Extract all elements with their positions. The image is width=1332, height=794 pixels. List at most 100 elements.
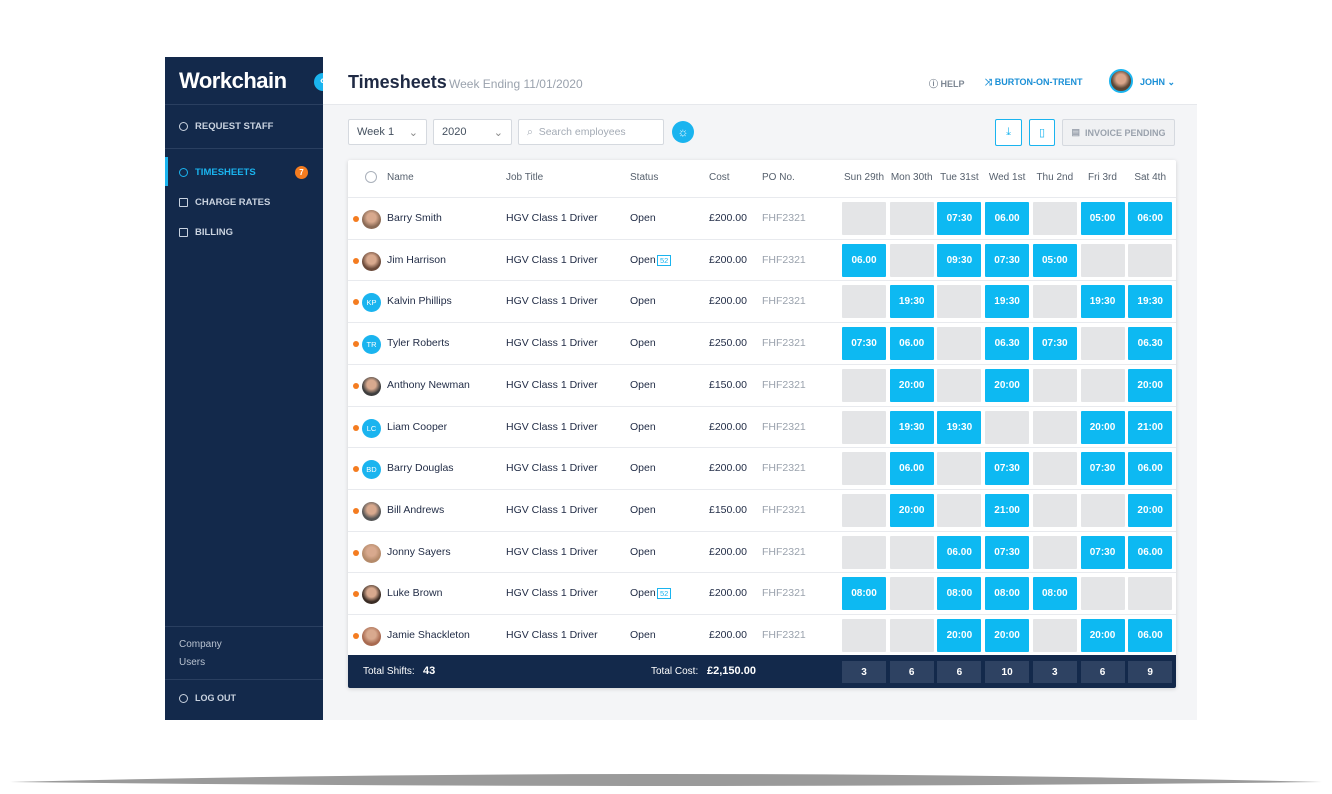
empty-shift-cell[interactable] — [1032, 535, 1077, 569]
table-row[interactable]: Jim Harrison HGV Class 1 Driver Open 52 £200… — [348, 238, 1176, 281]
shift-cell[interactable]: 06.00 — [937, 535, 982, 569]
empty-shift-cell[interactable] — [1032, 202, 1077, 235]
empty-shift-cell[interactable] — [1080, 577, 1125, 611]
download-button[interactable]: ⤓ — [995, 119, 1022, 146]
shift-cell[interactable]: 20:00 — [937, 619, 982, 652]
empty-shift-cell[interactable] — [1032, 410, 1077, 444]
table-row[interactable]: Luke Brown HGV Class 1 Driver Open 52 £200.0… — [348, 572, 1176, 614]
shift-cell[interactable]: 08:00 — [937, 577, 982, 611]
nav-item[interactable]: BILLING — [179, 227, 233, 238]
shift-cell[interactable]: 07:30 — [842, 327, 886, 361]
shift-cell[interactable]: 21:00 — [1128, 410, 1173, 444]
shift-cell[interactable]: 06.00 — [842, 243, 886, 277]
shift-cell[interactable]: 08:00 — [985, 577, 1030, 611]
empty-shift-cell[interactable] — [842, 202, 886, 235]
empty-shift-cell[interactable] — [1080, 243, 1125, 277]
empty-shift-cell[interactable] — [889, 202, 934, 235]
shift-cell[interactable]: 20:00 — [985, 619, 1030, 652]
year-select[interactable]: 2020 ⌄ — [433, 119, 512, 145]
shift-cell[interactable]: 06.00 — [1128, 535, 1173, 569]
shift-cell[interactable]: 07:30 — [937, 202, 982, 235]
empty-shift-cell[interactable] — [937, 327, 982, 361]
shift-cell[interactable]: 19:30 — [889, 285, 934, 319]
shift-cell[interactable]: 21:00 — [985, 493, 1030, 527]
shift-cell[interactable]: 08:00 — [842, 577, 886, 611]
shift-cell[interactable]: 20:00 — [1080, 619, 1125, 652]
shift-cell[interactable]: 06.30 — [985, 327, 1030, 361]
empty-shift-cell[interactable] — [1080, 327, 1125, 361]
shift-cell[interactable]: 20:00 — [889, 368, 934, 402]
shift-cell[interactable]: 07:30 — [1080, 452, 1125, 486]
shift-cell[interactable]: 20:00 — [985, 368, 1030, 402]
shift-cell[interactable]: 06.00 — [1128, 452, 1173, 486]
empty-shift-cell[interactable] — [1128, 243, 1173, 277]
nav-item[interactable]: TIMESHEETS — [179, 167, 256, 178]
table-row[interactable]: TR Tyler Roberts HGV Class 1 Driver Open £25… — [348, 322, 1176, 364]
shift-cell[interactable]: 07:30 — [985, 535, 1030, 569]
empty-shift-cell[interactable] — [842, 368, 886, 402]
shift-cell[interactable]: 20:00 — [1080, 410, 1125, 444]
search-input[interactable]: ⌕ Search employees — [518, 119, 664, 145]
empty-shift-cell[interactable] — [889, 577, 934, 611]
table-row[interactable]: LC Liam Cooper HGV Class 1 Driver Open £200.… — [348, 405, 1176, 448]
document-button[interactable]: ▯ — [1029, 119, 1055, 146]
table-row[interactable]: Anthony Newman HGV Class 1 Driver Open £150… — [348, 363, 1176, 406]
table-row[interactable]: Jamie Shackleton HGV Class 1 Driver Open £2… — [348, 614, 1176, 656]
shift-cell[interactable]: 07:30 — [1080, 535, 1125, 569]
shift-cell[interactable]: 06.00 — [889, 452, 934, 486]
user-avatar[interactable] — [1109, 69, 1133, 93]
shift-cell[interactable]: 05:00 — [1032, 243, 1077, 277]
shift-cell[interactable]: 07:30 — [985, 452, 1030, 486]
empty-shift-cell[interactable] — [842, 493, 886, 527]
empty-shift-cell[interactable] — [1032, 619, 1077, 652]
empty-shift-cell[interactable] — [1032, 452, 1077, 486]
empty-shift-cell[interactable] — [1032, 285, 1077, 319]
empty-shift-cell[interactable] — [842, 452, 886, 486]
location-switch[interactable]: ⤨ BURTON-ON-TRENT — [985, 77, 1083, 87]
shift-cell[interactable]: 07:30 — [1032, 327, 1077, 361]
empty-shift-cell[interactable] — [842, 285, 886, 319]
logo[interactable]: Workchain — [179, 68, 287, 93]
shift-cell[interactable]: 05:00 — [1080, 202, 1125, 235]
shift-cell[interactable]: 19:30 — [937, 410, 982, 444]
table-row[interactable]: Bill Andrews HGV Class 1 Driver Open £150.0… — [348, 488, 1176, 531]
shift-cell[interactable]: 19:30 — [985, 285, 1030, 319]
shift-cell[interactable]: 06.00 — [985, 202, 1030, 235]
table-row[interactable]: Barry Smith HGV Class 1 Driver Open £200.00… — [348, 197, 1176, 239]
table-row[interactable]: Jonny Sayers HGV Class 1 Driver Open £200.0… — [348, 530, 1176, 573]
week-select[interactable]: Week 1 ⌄ — [348, 119, 427, 145]
empty-shift-cell[interactable] — [937, 493, 982, 527]
shift-cell[interactable]: 07:30 — [985, 243, 1030, 277]
shift-cell[interactable]: 09:30 — [937, 243, 982, 277]
shift-cell[interactable]: 19:30 — [1080, 285, 1125, 319]
empty-shift-cell[interactable] — [1080, 368, 1125, 402]
empty-shift-cell[interactable] — [889, 243, 934, 277]
tips-button[interactable]: ☼ — [672, 121, 694, 143]
footer-link[interactable]: Users — [179, 657, 206, 668]
shift-cell[interactable]: 19:30 — [1128, 285, 1173, 319]
help-link[interactable]: ⓘ HELP — [929, 79, 965, 89]
user-menu[interactable]: JOHN ⌄ — [1140, 77, 1176, 87]
nav-item[interactable]: CHARGE RATES — [179, 197, 270, 208]
logout[interactable]: LOG OUT — [179, 693, 236, 703]
empty-shift-cell[interactable] — [1128, 577, 1173, 611]
shift-cell[interactable]: 20:00 — [1128, 368, 1173, 402]
table-row[interactable]: KP Kalvin Phillips HGV Class 1 Driver Open £… — [348, 280, 1176, 322]
empty-shift-cell[interactable] — [842, 619, 886, 652]
select-all[interactable] — [365, 171, 377, 183]
empty-shift-cell[interactable] — [842, 410, 886, 444]
empty-shift-cell[interactable] — [1032, 368, 1077, 402]
shift-cell[interactable]: 20:00 — [1128, 493, 1173, 527]
empty-shift-cell[interactable] — [1080, 493, 1125, 527]
shift-cell[interactable]: 08:00 — [1032, 577, 1077, 611]
empty-shift-cell[interactable] — [889, 535, 934, 569]
empty-shift-cell[interactable] — [937, 285, 982, 319]
empty-shift-cell[interactable] — [1032, 493, 1077, 527]
shift-cell[interactable]: 06.00 — [889, 327, 934, 361]
shift-cell[interactable]: 20:00 — [889, 493, 934, 527]
shift-cell[interactable]: 06:00 — [1128, 202, 1173, 235]
empty-shift-cell[interactable] — [985, 410, 1030, 444]
shift-cell[interactable]: 06.00 — [1128, 619, 1173, 652]
empty-shift-cell[interactable] — [937, 368, 982, 402]
shift-cell[interactable]: 06.30 — [1128, 327, 1173, 361]
